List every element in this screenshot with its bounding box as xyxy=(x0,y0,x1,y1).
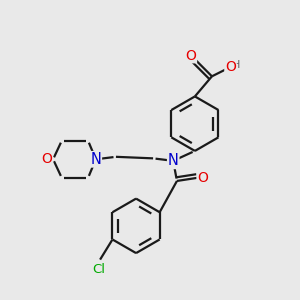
Text: Cl: Cl xyxy=(92,263,105,276)
Text: H: H xyxy=(232,61,240,70)
Text: O: O xyxy=(225,60,236,74)
Text: N: N xyxy=(90,152,101,167)
Text: N: N xyxy=(168,153,179,168)
Text: O: O xyxy=(185,49,196,63)
Text: O: O xyxy=(41,152,52,166)
Text: O: O xyxy=(197,171,208,185)
